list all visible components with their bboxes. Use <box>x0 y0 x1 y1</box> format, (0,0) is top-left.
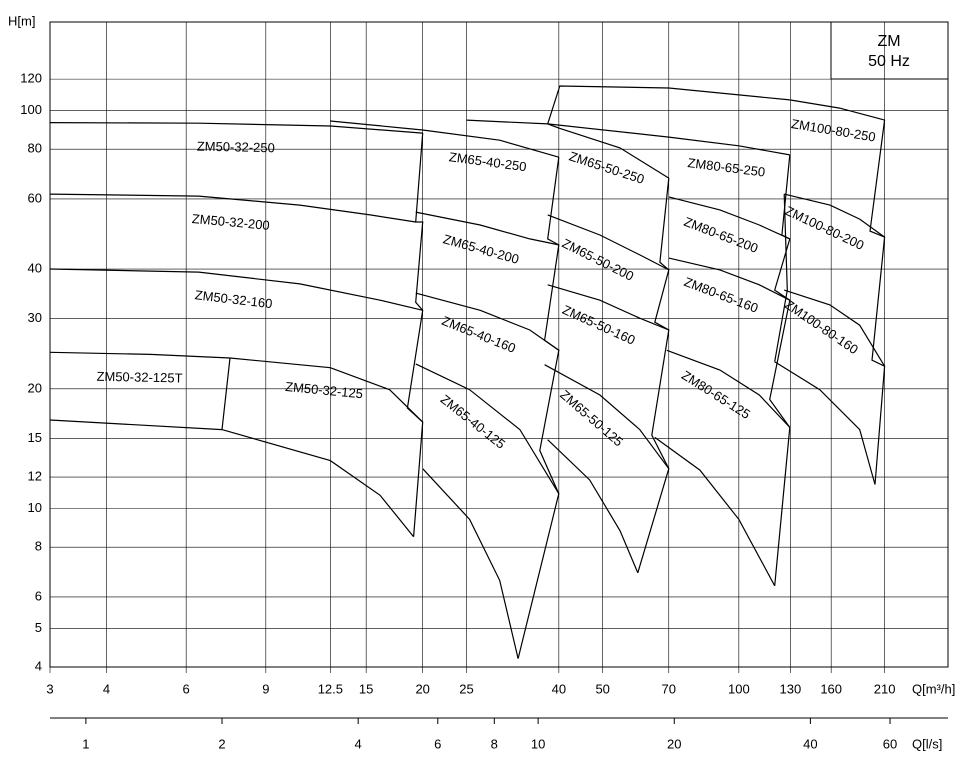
x-tick-label: 50 <box>595 681 609 696</box>
pump-curve <box>517 157 560 659</box>
x-tick-label: 40 <box>552 681 566 696</box>
pump-curve <box>668 257 791 301</box>
curve-label: ZM65-50-250 <box>567 148 646 186</box>
x-tick-label: 100 <box>728 681 750 696</box>
pump-curve <box>666 349 791 428</box>
box-title: ZM <box>877 33 900 50</box>
curve-label: ZM100-80-250 <box>790 116 877 145</box>
y-axis-label: H[m] <box>8 13 35 28</box>
x-tick-label: 15 <box>359 681 373 696</box>
pump-curve <box>415 363 560 495</box>
pump-curve <box>415 211 559 246</box>
curve-label: ZM65-50-125 <box>557 387 626 449</box>
y-tick-label: 120 <box>20 71 42 86</box>
pump-curve <box>49 193 416 223</box>
pump-curve <box>422 129 559 158</box>
curve-label: ZM100-80-200 <box>783 203 867 253</box>
pump-curve <box>330 120 423 131</box>
x-axis-label: Q[m³/h] <box>912 681 955 696</box>
curve-label: ZM65-40-125 <box>438 392 508 452</box>
x-tick-label: 6 <box>183 681 190 696</box>
x2-tick-label: 20 <box>667 736 681 751</box>
x-tick-label: 20 <box>415 681 429 696</box>
curve-label: ZM65-40-200 <box>441 231 520 267</box>
x2-tick-label: 8 <box>491 736 498 751</box>
pump-curve <box>668 136 790 156</box>
pump-curve <box>547 123 669 138</box>
y-tick-label: 40 <box>28 260 42 275</box>
pump-curve <box>547 439 639 574</box>
x-tick-label: 12.5 <box>318 681 343 696</box>
y-tick-label: 15 <box>28 430 42 445</box>
pump-curve <box>547 284 670 331</box>
x2-tick-label: 4 <box>355 736 362 751</box>
x2-axis-label: Q[l/s] <box>912 736 942 751</box>
pump-curve <box>221 357 231 430</box>
x-tick-label: 130 <box>780 681 802 696</box>
x2-tick-label: 60 <box>883 736 897 751</box>
y-tick-label: 100 <box>20 102 42 117</box>
y-tick-label: 5 <box>35 620 42 635</box>
curve-label: ZM50-32-160 <box>194 287 273 311</box>
x2-tick-label: 10 <box>531 736 545 751</box>
y-tick-label: 20 <box>28 380 42 395</box>
x2-tick-label: 6 <box>434 736 441 751</box>
pump-curve <box>49 268 423 311</box>
x-tick-label: 25 <box>459 681 473 696</box>
pump-curve <box>547 85 790 125</box>
x-tick-label: 160 <box>820 681 842 696</box>
y-tick-label: 10 <box>28 500 42 515</box>
pump-curve <box>784 289 886 367</box>
x-tick-label: 9 <box>262 681 269 696</box>
pump-curve <box>769 154 791 586</box>
x-tick-label: 210 <box>874 681 896 696</box>
pump-curve <box>637 178 670 573</box>
pump-curve <box>869 120 886 485</box>
x-tick-label: 4 <box>103 681 110 696</box>
curve-label: ZM50-32-250 <box>197 139 275 156</box>
pump-curve <box>547 214 670 271</box>
curve-label: ZM50-32-200 <box>191 211 270 233</box>
y-tick-label: 60 <box>28 190 42 205</box>
y-tick-label: 4 <box>35 658 42 673</box>
x-tick-label: 3 <box>46 681 53 696</box>
curve-label: ZM80-65-250 <box>687 155 766 180</box>
pump-curve <box>789 99 885 121</box>
pump-curve <box>784 193 885 238</box>
pump-curve <box>544 364 670 470</box>
y-tick-label: 6 <box>35 588 42 603</box>
pump-curve <box>49 122 423 134</box>
x2-tick-label: 2 <box>218 736 225 751</box>
pump-curve <box>774 194 788 362</box>
pump-curve <box>229 357 424 423</box>
pump-curve <box>774 361 876 485</box>
y-tick-label: 80 <box>28 141 42 156</box>
curve-label: ZM50-32-125T <box>96 369 182 386</box>
curve-label: ZM65-40-250 <box>448 149 527 174</box>
y-tick-label: 30 <box>28 310 42 325</box>
x2-tick-label: 1 <box>82 736 89 751</box>
pump-curve <box>654 436 776 587</box>
curve-label: ZM65-40-160 <box>440 313 518 356</box>
y-tick-label: 8 <box>35 539 42 554</box>
pump-curve <box>406 133 424 537</box>
pump-curve <box>422 468 519 659</box>
curve-label: ZM50-32-125 <box>285 379 364 401</box>
info-box <box>830 21 949 80</box>
y-tick-label: 12 <box>28 469 42 484</box>
curve-label: ZM80-65-125 <box>679 368 753 422</box>
x-tick-label: 70 <box>662 681 676 696</box>
box-frequency: 50 Hz <box>868 53 910 70</box>
pump-curve <box>466 119 560 129</box>
pump-curve <box>558 127 670 179</box>
curve-label: ZM65-50-160 <box>560 302 637 348</box>
pump-curve <box>668 196 791 240</box>
x2-tick-label: 40 <box>803 736 817 751</box>
pump-curve <box>49 419 415 538</box>
curve-label: ZM100-80-160 <box>782 297 861 357</box>
curve-label: ZM65-50-200 <box>560 236 637 284</box>
pump-curve <box>49 351 231 359</box>
